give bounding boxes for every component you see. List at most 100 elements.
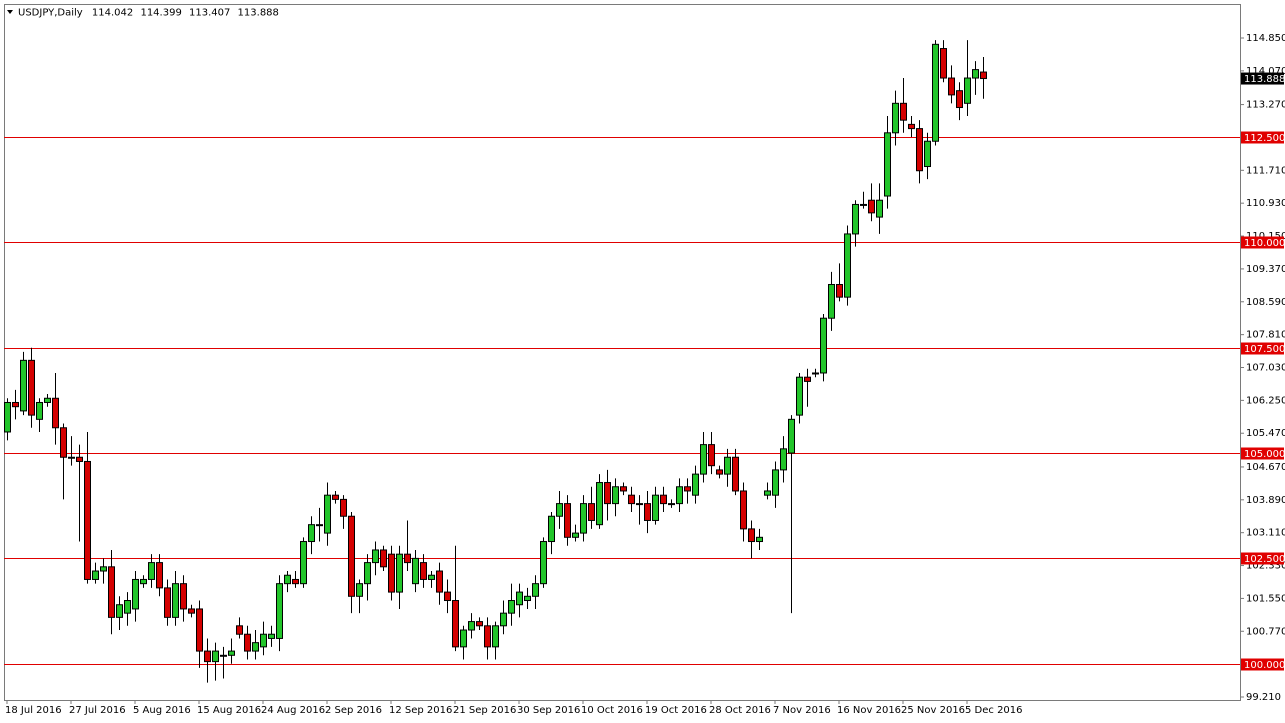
y-tick-label: 106.250 bbox=[1246, 395, 1285, 406]
candle-body bbox=[644, 503, 651, 521]
candle-body bbox=[460, 629, 467, 648]
candle-body bbox=[108, 566, 115, 618]
candle-body bbox=[852, 203, 859, 235]
candle-body bbox=[516, 591, 523, 606]
level-tag bbox=[1241, 342, 1284, 355]
candle-body bbox=[580, 503, 587, 534]
candle-body bbox=[700, 444, 707, 475]
candle-body bbox=[804, 376, 811, 382]
y-tick-label: 101.550 bbox=[1246, 593, 1285, 604]
candle-body bbox=[276, 583, 283, 639]
x-tick-label: 27 Jul 2016 bbox=[69, 705, 126, 716]
candle-body bbox=[188, 608, 195, 614]
x-tick-label: 7 Nov 2016 bbox=[773, 705, 831, 716]
level-label: 112.500 bbox=[1244, 133, 1285, 144]
candle-body bbox=[300, 541, 307, 585]
candle-body bbox=[588, 503, 595, 521]
price-tag-label: 113.888 bbox=[1244, 74, 1285, 85]
level-tag bbox=[1241, 658, 1284, 671]
axes-layer: 114.850114.070113.270111.710110.930110.1… bbox=[5, 33, 1285, 716]
candle-body bbox=[76, 456, 83, 462]
candle-body bbox=[404, 553, 411, 564]
x-tick-label: 16 Nov 2016 bbox=[837, 705, 901, 716]
candle-body bbox=[900, 102, 907, 121]
x-tick-label: 5 Dec 2016 bbox=[965, 705, 1023, 716]
candle-body bbox=[604, 482, 611, 505]
level-label: 107.500 bbox=[1244, 344, 1285, 355]
candle-body bbox=[876, 199, 883, 218]
candle-body bbox=[228, 650, 235, 656]
candle-body bbox=[732, 456, 739, 492]
header-open: 114.042 bbox=[92, 8, 133, 19]
candle-body bbox=[44, 397, 51, 403]
candle-body bbox=[748, 528, 755, 543]
candle-body bbox=[252, 642, 259, 652]
candle-body bbox=[68, 456, 75, 459]
candle-body bbox=[572, 532, 579, 538]
candle-body bbox=[916, 128, 923, 172]
candle-body bbox=[524, 595, 531, 602]
header-low: 113.407 bbox=[189, 8, 230, 19]
candle-body bbox=[196, 608, 203, 652]
candle-body bbox=[244, 633, 251, 652]
candle-body bbox=[172, 583, 179, 618]
candle-body bbox=[92, 570, 99, 580]
x-tick-label: 15 Aug 2016 bbox=[197, 705, 261, 716]
candle-body bbox=[348, 515, 355, 597]
candle-body bbox=[420, 562, 427, 580]
y-tick-label: 102.330 bbox=[1246, 561, 1285, 572]
candle-body bbox=[612, 486, 619, 505]
x-tick-label: 19 Oct 2016 bbox=[645, 705, 707, 716]
candle-body bbox=[372, 549, 379, 564]
candle-body bbox=[140, 578, 147, 585]
y-tick-label: 113.270 bbox=[1246, 100, 1285, 111]
candle-body bbox=[844, 233, 851, 298]
y-tick-label: 105.470 bbox=[1246, 428, 1285, 439]
candle-body bbox=[468, 621, 475, 631]
candle-body bbox=[796, 376, 803, 416]
candle-body bbox=[292, 578, 299, 585]
candle-body bbox=[548, 515, 555, 543]
candle-body bbox=[396, 553, 403, 593]
candle-body bbox=[476, 621, 483, 627]
candle-body bbox=[308, 524, 315, 543]
candle-body bbox=[316, 524, 323, 527]
symbol: USDJPY,Daily bbox=[18, 8, 83, 19]
candle-body bbox=[948, 77, 955, 96]
candle-body bbox=[908, 123, 915, 130]
header-close: 113.888 bbox=[238, 8, 279, 19]
x-tick-label: 25 Nov 2016 bbox=[901, 705, 965, 716]
candle-body bbox=[892, 102, 899, 134]
candle-body bbox=[860, 203, 867, 206]
level-tag bbox=[1241, 236, 1284, 249]
y-tick-label: 103.890 bbox=[1246, 495, 1285, 506]
candle-body bbox=[452, 600, 459, 648]
levels-layer bbox=[4, 137, 1240, 665]
candle-body bbox=[124, 600, 131, 614]
candle-body bbox=[940, 48, 947, 79]
x-tick-label: 10 Oct 2016 bbox=[581, 705, 643, 716]
x-tick-label: 12 Sep 2016 bbox=[389, 705, 452, 716]
level-label: 102.500 bbox=[1244, 554, 1285, 565]
candle-body bbox=[628, 494, 635, 505]
x-tick-label: 18 Jul 2016 bbox=[5, 705, 62, 716]
level-tag bbox=[1241, 131, 1284, 144]
candle-body bbox=[4, 401, 11, 433]
candle-body bbox=[956, 90, 963, 109]
menu-arrow bbox=[7, 10, 13, 14]
candle-body bbox=[708, 444, 715, 467]
candle-body bbox=[52, 397, 59, 429]
x-tick-label: 2 Sep 2016 bbox=[325, 705, 382, 716]
candle-body bbox=[620, 486, 627, 492]
candle-body bbox=[756, 536, 763, 543]
x-tick-label: 21 Sep 2016 bbox=[453, 705, 516, 716]
candle-body bbox=[60, 427, 67, 458]
candles-layer bbox=[4, 40, 987, 683]
candle-body bbox=[324, 494, 331, 534]
y-tick-label: 114.850 bbox=[1246, 33, 1285, 44]
candle-body bbox=[508, 600, 515, 614]
candle-body bbox=[652, 494, 659, 521]
level-label: 100.000 bbox=[1244, 660, 1285, 671]
candle-body bbox=[36, 401, 43, 420]
